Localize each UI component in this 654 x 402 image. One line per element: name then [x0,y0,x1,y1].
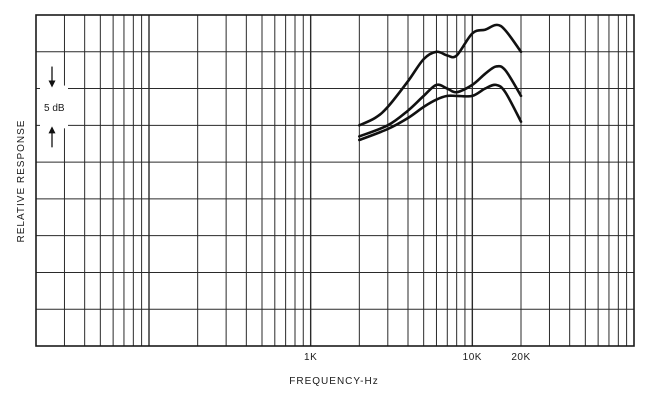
arrowhead-down-icon [48,80,56,88]
x-tick-label: 1K [304,352,317,363]
response-curve-1 [358,23,523,127]
x-tick-label: 10K [463,352,482,363]
plot-frame [35,14,635,347]
response-curves [358,23,523,142]
grid [36,15,634,346]
scale-label-background [40,85,68,129]
x-tick-label: 20K [511,352,530,363]
x-axis-label: FREQUENCY-Hz [289,376,378,387]
y-axis-label: RELATIVE RESPONSE [16,120,27,243]
x-tick-labels: 1K 10K 20K [304,352,530,363]
arrowhead-up-icon [48,126,56,134]
response-curve-3 [358,83,523,142]
scale-indicator: 5 dB [40,66,68,148]
scale-label: 5 dB [44,103,65,114]
response-curve-2 [358,64,523,138]
